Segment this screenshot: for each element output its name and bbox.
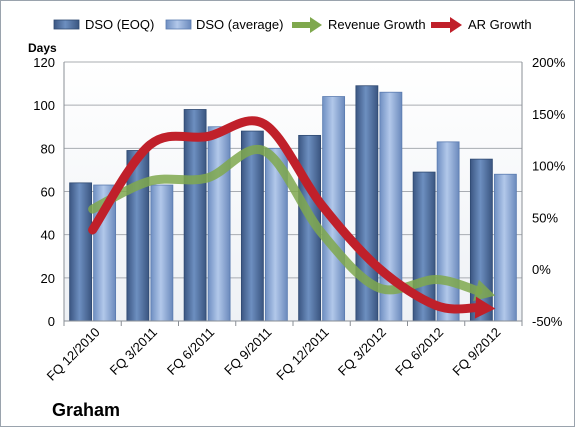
legend: DSO (EOQ) DSO (average) Revenue Growth A… xyxy=(53,17,532,33)
arrowhead-ar-growth xyxy=(474,296,496,319)
y-left-unit-label: Days xyxy=(28,41,57,55)
bar-dso-average-2 xyxy=(207,126,231,322)
y-left-tick-label: 120 xyxy=(33,55,55,70)
x-tick-label: FQ 6/2012 xyxy=(392,325,446,379)
arrowhead-revenue-growth xyxy=(473,279,496,302)
y-left-tick-label: 80 xyxy=(41,141,55,156)
company-label: Graham xyxy=(52,400,120,420)
bar-dso-average-1 xyxy=(150,184,174,322)
y-left-tick-label: 20 xyxy=(41,271,55,286)
x-tick-label: FQ 12/2011 xyxy=(273,325,331,383)
legend-label-ar-growth: AR Growth xyxy=(468,17,532,32)
y-right-tick-label: -50% xyxy=(532,314,563,329)
x-tick-label: FQ 6/2011 xyxy=(164,325,217,378)
x-tick-label: FQ 12/2010 xyxy=(44,325,103,384)
y-right-tick-label: 50% xyxy=(532,210,558,225)
bar-dso-average-7 xyxy=(493,173,517,322)
legend-arrowhead-ar-growth xyxy=(450,17,462,33)
y-left-tick-label: 40 xyxy=(41,228,55,243)
y-left-tick-labels: 0 20 40 60 80 100 120 xyxy=(33,55,55,329)
legend-swatch-dso-eoq xyxy=(53,19,80,30)
y-right-tick-label: 100% xyxy=(532,159,566,174)
bar-dso-eoq-3 xyxy=(240,130,264,322)
legend-swatch-dso-average xyxy=(165,19,192,30)
x-tick-label: FQ 3/2011 xyxy=(107,325,160,378)
y-left-tick-label: 60 xyxy=(41,185,55,200)
y-left-tick-label: 100 xyxy=(33,98,55,113)
legend-label-dso-average: DSO (average) xyxy=(196,17,283,32)
y-right-tick-label: 150% xyxy=(532,107,566,122)
legend-item-dso-average: DSO (average) xyxy=(165,17,283,32)
axes xyxy=(63,62,523,326)
y-left-tick-label: 0 xyxy=(48,314,55,329)
line-ar-growth xyxy=(88,116,482,314)
legend-label-revenue-growth: Revenue Growth xyxy=(328,17,426,32)
y-right-tick-label: 200% xyxy=(532,55,566,70)
legend-item-ar-growth: AR Growth xyxy=(431,17,532,33)
x-tick-label: FQ 9/2011 xyxy=(221,325,274,378)
x-tick-labels: FQ 12/2010 FQ 3/2011 FQ 6/2011 FQ 9/2011FQ … xyxy=(44,325,504,384)
x-tick-label: FQ 9/2012 xyxy=(449,325,503,379)
bar-dso-eoq-0 xyxy=(69,182,93,322)
growth-series xyxy=(88,116,496,319)
legend-arrowhead-revenue-growth xyxy=(310,17,322,33)
line-revenue-growth xyxy=(88,144,483,296)
legend-item-dso-eoq: DSO (EOQ) xyxy=(53,17,154,32)
y-right-tick-label: 0% xyxy=(532,262,551,277)
x-tick-label: FQ 3/2012 xyxy=(335,325,389,379)
bar-dso-average-6 xyxy=(436,141,460,322)
legend-item-revenue-growth: Revenue Growth xyxy=(292,17,426,33)
legend-label-dso-eoq: DSO (EOQ) xyxy=(85,17,154,32)
y-right-tick-labels: -50% 0% 50% 100% 150% 200% xyxy=(532,55,566,329)
